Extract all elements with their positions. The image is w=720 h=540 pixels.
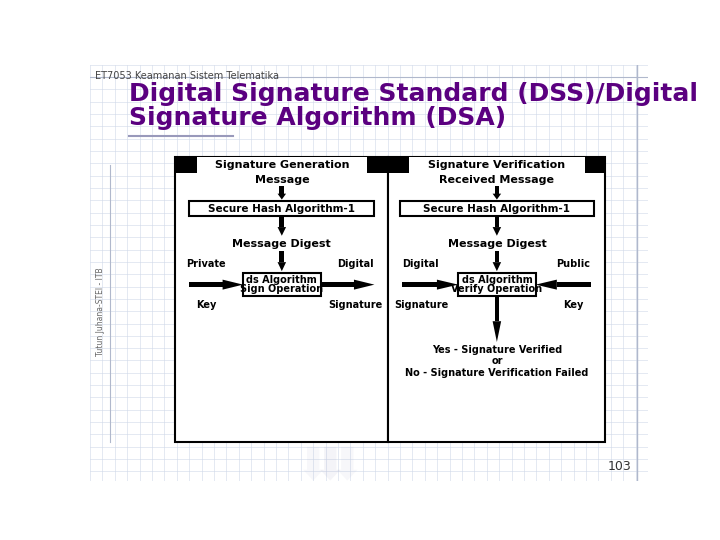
Text: Message Digest: Message Digest	[448, 239, 546, 249]
Text: Key: Key	[196, 300, 217, 310]
Text: ds Algorithm: ds Algorithm	[462, 275, 532, 285]
Text: Verify Operation: Verify Operation	[451, 284, 542, 294]
Bar	[175, 157, 388, 442]
Text: Yes - Signature Verified: Yes - Signature Verified	[432, 345, 562, 355]
Text: Signature Algorithm (DSA): Signature Algorithm (DSA)	[129, 106, 506, 130]
FancyArrow shape	[303, 447, 323, 481]
Bar	[388, 157, 606, 442]
Bar	[366, 157, 388, 173]
Text: Digital: Digital	[402, 259, 439, 269]
Polygon shape	[536, 280, 557, 289]
Bar	[175, 157, 197, 173]
Bar	[402, 282, 437, 287]
Text: Private: Private	[186, 259, 226, 269]
Bar	[279, 251, 284, 262]
Bar	[400, 201, 594, 217]
Text: or: or	[491, 356, 503, 366]
Bar	[495, 251, 499, 262]
Text: Signature: Signature	[329, 300, 383, 310]
Bar	[243, 273, 320, 296]
Text: Signature Generation: Signature Generation	[215, 160, 349, 170]
Bar	[388, 157, 408, 173]
Polygon shape	[437, 280, 458, 289]
Text: Signature Verification: Signature Verification	[428, 160, 565, 170]
Bar	[557, 282, 591, 287]
Bar	[495, 296, 499, 321]
Text: Digital Signature Standard (DSS)/Digital: Digital Signature Standard (DSS)/Digital	[129, 82, 698, 106]
Bar	[495, 186, 499, 194]
Bar	[189, 282, 222, 287]
Polygon shape	[277, 194, 286, 200]
Bar	[495, 217, 499, 227]
Bar	[189, 201, 374, 217]
Bar	[197, 157, 366, 173]
Bar	[320, 282, 354, 287]
Text: 103: 103	[607, 460, 631, 473]
Polygon shape	[277, 262, 286, 271]
Polygon shape	[492, 262, 501, 271]
Bar	[279, 186, 284, 194]
FancyArrow shape	[320, 447, 341, 481]
Polygon shape	[492, 194, 501, 200]
Text: Message: Message	[254, 176, 309, 185]
Text: Secure Hash Algorithm-1: Secure Hash Algorithm-1	[208, 204, 355, 214]
Polygon shape	[492, 227, 501, 236]
Polygon shape	[277, 227, 286, 236]
Bar	[408, 157, 585, 173]
Bar	[458, 273, 536, 296]
Polygon shape	[354, 280, 374, 289]
Text: Message Digest: Message Digest	[233, 239, 331, 249]
Text: Key: Key	[562, 300, 583, 310]
Bar	[279, 217, 284, 227]
Text: Sign Operation: Sign Operation	[240, 284, 323, 294]
Text: Secure Hash Algorithm-1: Secure Hash Algorithm-1	[423, 204, 570, 214]
Text: No - Signature Verification Failed: No - Signature Verification Failed	[405, 368, 588, 378]
Text: Digital: Digital	[338, 259, 374, 269]
Text: Public: Public	[556, 259, 590, 269]
Polygon shape	[492, 321, 501, 342]
Text: ds Algorithm: ds Algorithm	[246, 275, 318, 285]
Text: Tutun Juhana-STEI - ITB: Tutun Juhana-STEI - ITB	[96, 267, 105, 355]
Text: ET7053 Keamanan Sistem Telematika: ET7053 Keamanan Sistem Telematika	[94, 71, 279, 81]
Text: Signature: Signature	[394, 300, 448, 310]
FancyArrow shape	[337, 447, 357, 481]
Text: Received Message: Received Message	[439, 176, 554, 185]
Polygon shape	[222, 280, 243, 289]
Bar	[585, 157, 606, 173]
